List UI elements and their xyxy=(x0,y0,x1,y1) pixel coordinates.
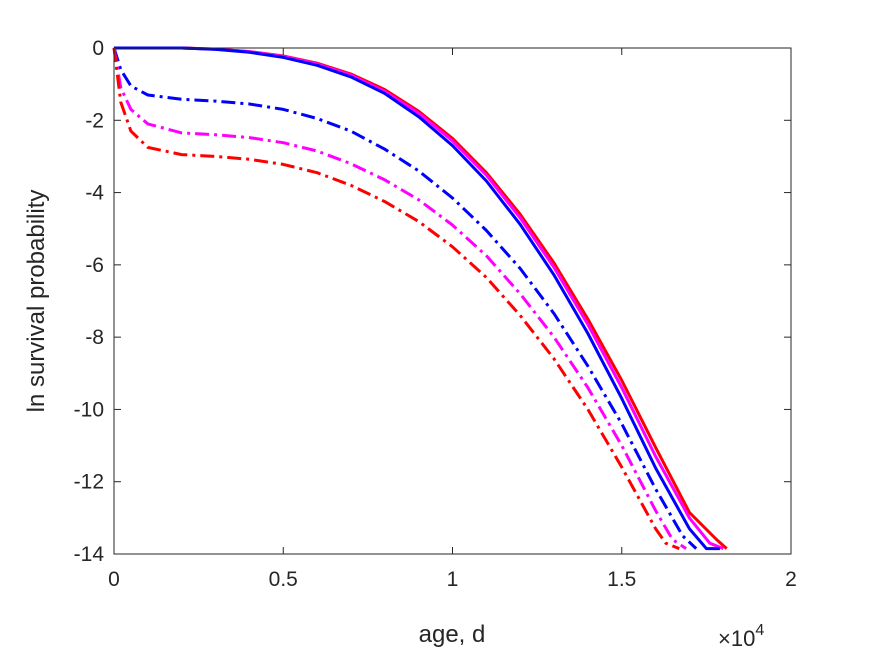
series-line-4 xyxy=(112,47,698,550)
x-tick-label: 2 xyxy=(785,568,797,591)
series-line-6 xyxy=(112,47,680,550)
plot-area xyxy=(114,48,791,554)
y-tick-label: -6 xyxy=(85,254,104,277)
x-tick-label: 1.5 xyxy=(607,568,636,591)
x-tick-label: 1 xyxy=(447,568,459,591)
x-exponent-base: ×10 xyxy=(718,626,755,651)
y-tick-label: -12 xyxy=(74,471,104,494)
y-tick-label: 0 xyxy=(92,37,104,60)
y-tick-label: -14 xyxy=(74,543,105,566)
y-tick-label: -4 xyxy=(85,182,104,205)
series-layer xyxy=(112,46,728,551)
y-tick-label: -8 xyxy=(85,326,104,349)
y-ticks: 0 -2 -4 -6 -8 -10 -12 -14 xyxy=(74,37,791,566)
x-exponent-power: 4 xyxy=(755,622,764,639)
x-exponent-label: ×104 xyxy=(718,622,764,651)
x-axis-label: age, d xyxy=(419,621,486,648)
x-tick-label: 0.5 xyxy=(269,568,298,591)
y-tick-label: -2 xyxy=(85,109,104,132)
y-tick-label: -10 xyxy=(74,398,104,421)
x-tick-label: 0 xyxy=(108,568,120,591)
y-axis-label: ln survival probability xyxy=(23,190,50,413)
x-ticks: 0 0.5 1 1.5 2 xyxy=(108,48,797,591)
series-line-5 xyxy=(112,47,687,550)
series-line-3 xyxy=(114,46,720,551)
